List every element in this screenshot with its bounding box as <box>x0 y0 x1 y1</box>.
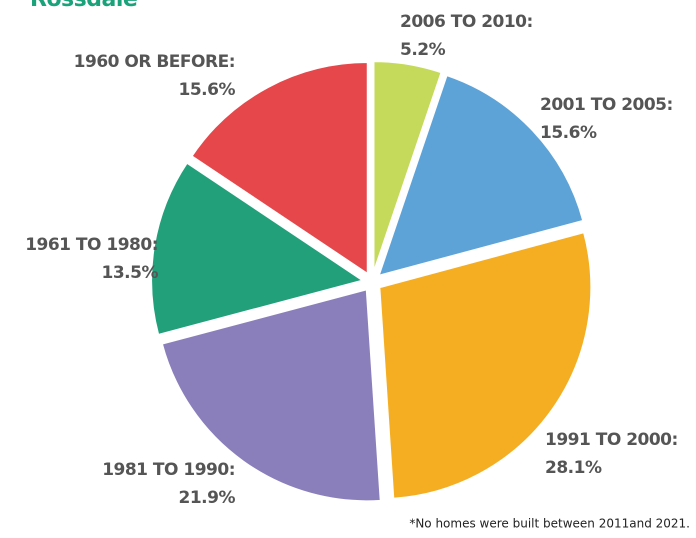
pie-slice <box>372 60 443 274</box>
pie-slice <box>190 61 369 276</box>
slice-value: 13.5% <box>102 263 159 283</box>
slice-label: 1961 TO 1980: <box>25 235 158 255</box>
pie-slice <box>378 230 593 500</box>
slice-value: 15.6% <box>179 80 236 100</box>
footnote: *No homes were built between 2011and 202… <box>409 517 690 531</box>
slice-label: 1991 TO 2000: <box>545 430 678 450</box>
chart-title: Rossdale <box>30 0 137 12</box>
pie-slice <box>160 288 382 503</box>
pie-slice <box>377 73 585 278</box>
pie-slice <box>150 161 366 337</box>
slice-label: 2001 TO 2005: <box>540 95 673 115</box>
slice-value: 15.6% <box>540 123 597 143</box>
slice-value: 21.9% <box>179 488 236 508</box>
slice-value: 28.1% <box>545 458 602 478</box>
slice-label: 1960 OR BEFORE: <box>74 52 235 72</box>
slice-value: 5.2% <box>400 40 446 60</box>
slice-label: 1981 TO 1990: <box>102 460 235 480</box>
slice-label: 2006 TO 2010: <box>400 12 533 32</box>
